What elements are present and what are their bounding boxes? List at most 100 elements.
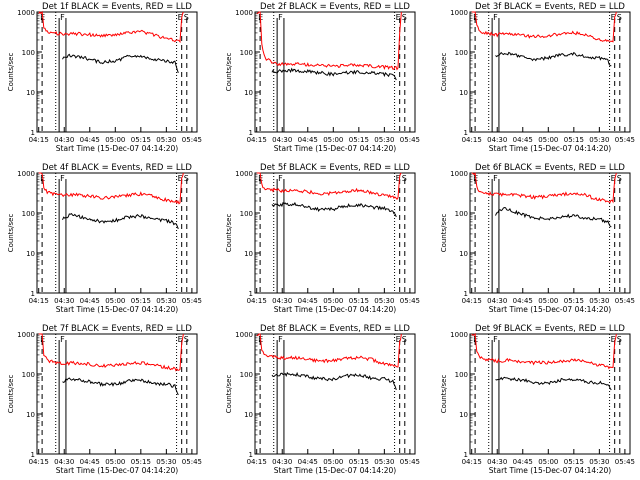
- x-tick-label: 04:45: [513, 136, 533, 144]
- x-tick-label: 04:45: [298, 297, 318, 305]
- marker-label-f: F: [60, 335, 65, 344]
- y-tick-label: 1000: [17, 170, 35, 178]
- x-tick-label: 04:15: [29, 136, 49, 144]
- x-tick-label: 04:45: [513, 297, 533, 305]
- x-tick-label: 05:30: [589, 297, 609, 305]
- marker-label-s: S: [402, 174, 407, 183]
- y-axis-label: Counts/sec: [440, 214, 448, 253]
- x-axis-label: Start Time (15-Dec-07 04:14:20): [56, 305, 178, 314]
- chart-title: Det 9f BLACK = Events, RED = LLD: [475, 324, 625, 334]
- marker-label-e: E: [178, 174, 183, 183]
- y-axis-label: Counts/sec: [440, 53, 448, 92]
- y-tick-label: 10: [459, 89, 468, 97]
- chart-panel: Det 6f BLACK = Events, RED = LLD 1 10 100 10…: [440, 163, 635, 314]
- chart-panel: Det 2f BLACK = Events, RED = LLD 1 10 100 10…: [225, 2, 420, 153]
- events-series-line: [271, 201, 397, 218]
- events-series-line: [62, 212, 179, 230]
- lld-series-line: [256, 333, 402, 368]
- y-tick-label: 1: [464, 129, 468, 137]
- y-tick-label: 1000: [235, 331, 253, 339]
- x-tick-label: 05:30: [374, 297, 394, 305]
- x-axis-label: Start Time (15-Dec-07 04:14:20): [274, 144, 396, 153]
- lld-series-line: [256, 172, 402, 201]
- chart-title: Det 2f BLACK = Events, RED = LLD: [260, 2, 410, 12]
- x-tick-label: 05:45: [182, 297, 202, 305]
- y-tick-label: 10: [26, 89, 35, 97]
- x-tick-label: 04:45: [80, 136, 100, 144]
- y-tick-label: 1000: [235, 9, 253, 17]
- x-tick-label: 05:00: [105, 136, 125, 144]
- x-tick-label: 04:30: [272, 297, 292, 305]
- y-axis-label: Counts/sec: [7, 214, 15, 253]
- y-tick-label: 1: [249, 290, 253, 298]
- plot-frame: [36, 333, 198, 455]
- marker-label-s: S: [617, 174, 622, 183]
- y-axis-label: Counts/sec: [225, 53, 233, 92]
- x-tick-label: 05:00: [538, 458, 558, 466]
- x-axis-label: Start Time (15-Dec-07 04:14:20): [274, 305, 396, 314]
- marker-label-e: E: [611, 335, 616, 344]
- y-axis-label: Counts/sec: [225, 375, 233, 414]
- x-tick-label: 05:30: [156, 297, 176, 305]
- plot-frame: [36, 172, 198, 294]
- x-tick-label: 05:30: [156, 136, 176, 144]
- y-tick-label: 10: [459, 411, 468, 419]
- y-tick-label: 10: [459, 250, 468, 258]
- x-tick-label: 04:15: [462, 297, 482, 305]
- x-tick-label: 05:00: [105, 458, 125, 466]
- chart-title: Det 4f BLACK = Events, RED = LLD: [42, 163, 192, 173]
- marker-label-f: F: [493, 335, 498, 344]
- marker-label-e: E: [178, 335, 183, 344]
- x-tick-label: 05:45: [615, 458, 635, 466]
- y-tick-label: 10: [244, 250, 253, 258]
- x-tick-label: 04:30: [54, 297, 74, 305]
- x-tick-label: 05:00: [323, 297, 343, 305]
- x-tick-label: 05:00: [105, 297, 125, 305]
- x-tick-label: 05:30: [156, 458, 176, 466]
- y-tick-label: 100: [240, 210, 253, 218]
- marker-label-s: S: [184, 174, 189, 183]
- x-tick-label: 04:30: [54, 458, 74, 466]
- x-tick-label: 04:45: [298, 136, 318, 144]
- x-tick-label: 05:15: [131, 297, 151, 305]
- y-tick-label: 1: [249, 129, 253, 137]
- lld-series-line: [38, 172, 184, 205]
- lld-series-line: [38, 333, 184, 372]
- x-tick-label: 05:15: [131, 458, 151, 466]
- y-tick-label: 10: [26, 250, 35, 258]
- marker-label-f: F: [278, 335, 283, 344]
- events-series-line: [271, 67, 397, 81]
- plot-frame: [469, 333, 631, 455]
- marker-label-f: F: [278, 174, 283, 183]
- x-tick-label: 04:45: [298, 458, 318, 466]
- marker-label-e: E: [396, 174, 401, 183]
- marker-label-s: S: [617, 335, 622, 344]
- marker-label-f: F: [60, 13, 65, 22]
- x-tick-label: 05:45: [182, 136, 202, 144]
- chart-title: Det 1f BLACK = Events, RED = LLD: [42, 2, 192, 12]
- lld-series-line: [471, 172, 617, 204]
- x-tick-label: 05:45: [400, 297, 420, 305]
- events-series-line: [495, 376, 612, 391]
- chart-title: Det 6f BLACK = Events, RED = LLD: [475, 163, 625, 173]
- y-tick-label: 10: [244, 89, 253, 97]
- lld-series-line: [471, 11, 617, 43]
- y-axis-label: Counts/sec: [440, 375, 448, 414]
- chart-panel: Det 8f BLACK = Events, RED = LLD 1 10 100 10…: [225, 324, 420, 475]
- y-tick-label: 100: [455, 371, 468, 379]
- plot-frame: [36, 11, 198, 133]
- x-tick-label: 04:45: [513, 458, 533, 466]
- x-tick-label: 04:15: [462, 136, 482, 144]
- x-axis-label: Start Time (15-Dec-07 04:14:20): [489, 466, 611, 475]
- x-tick-label: 04:15: [462, 458, 482, 466]
- marker-label-f: F: [278, 13, 283, 22]
- x-tick-label: 05:00: [323, 136, 343, 144]
- y-tick-label: 10: [244, 411, 253, 419]
- lld-series-line: [38, 10, 184, 44]
- y-tick-label: 100: [455, 49, 468, 57]
- x-tick-label: 04:30: [487, 458, 507, 466]
- chart-panel: Det 9f BLACK = Events, RED = LLD 1 10 100 10…: [440, 324, 635, 475]
- y-tick-label: 10: [26, 411, 35, 419]
- chart-panel: Det 7f BLACK = Events, RED = LLD 1 10 100 10…: [7, 324, 202, 475]
- marker-label-s: S: [184, 13, 189, 22]
